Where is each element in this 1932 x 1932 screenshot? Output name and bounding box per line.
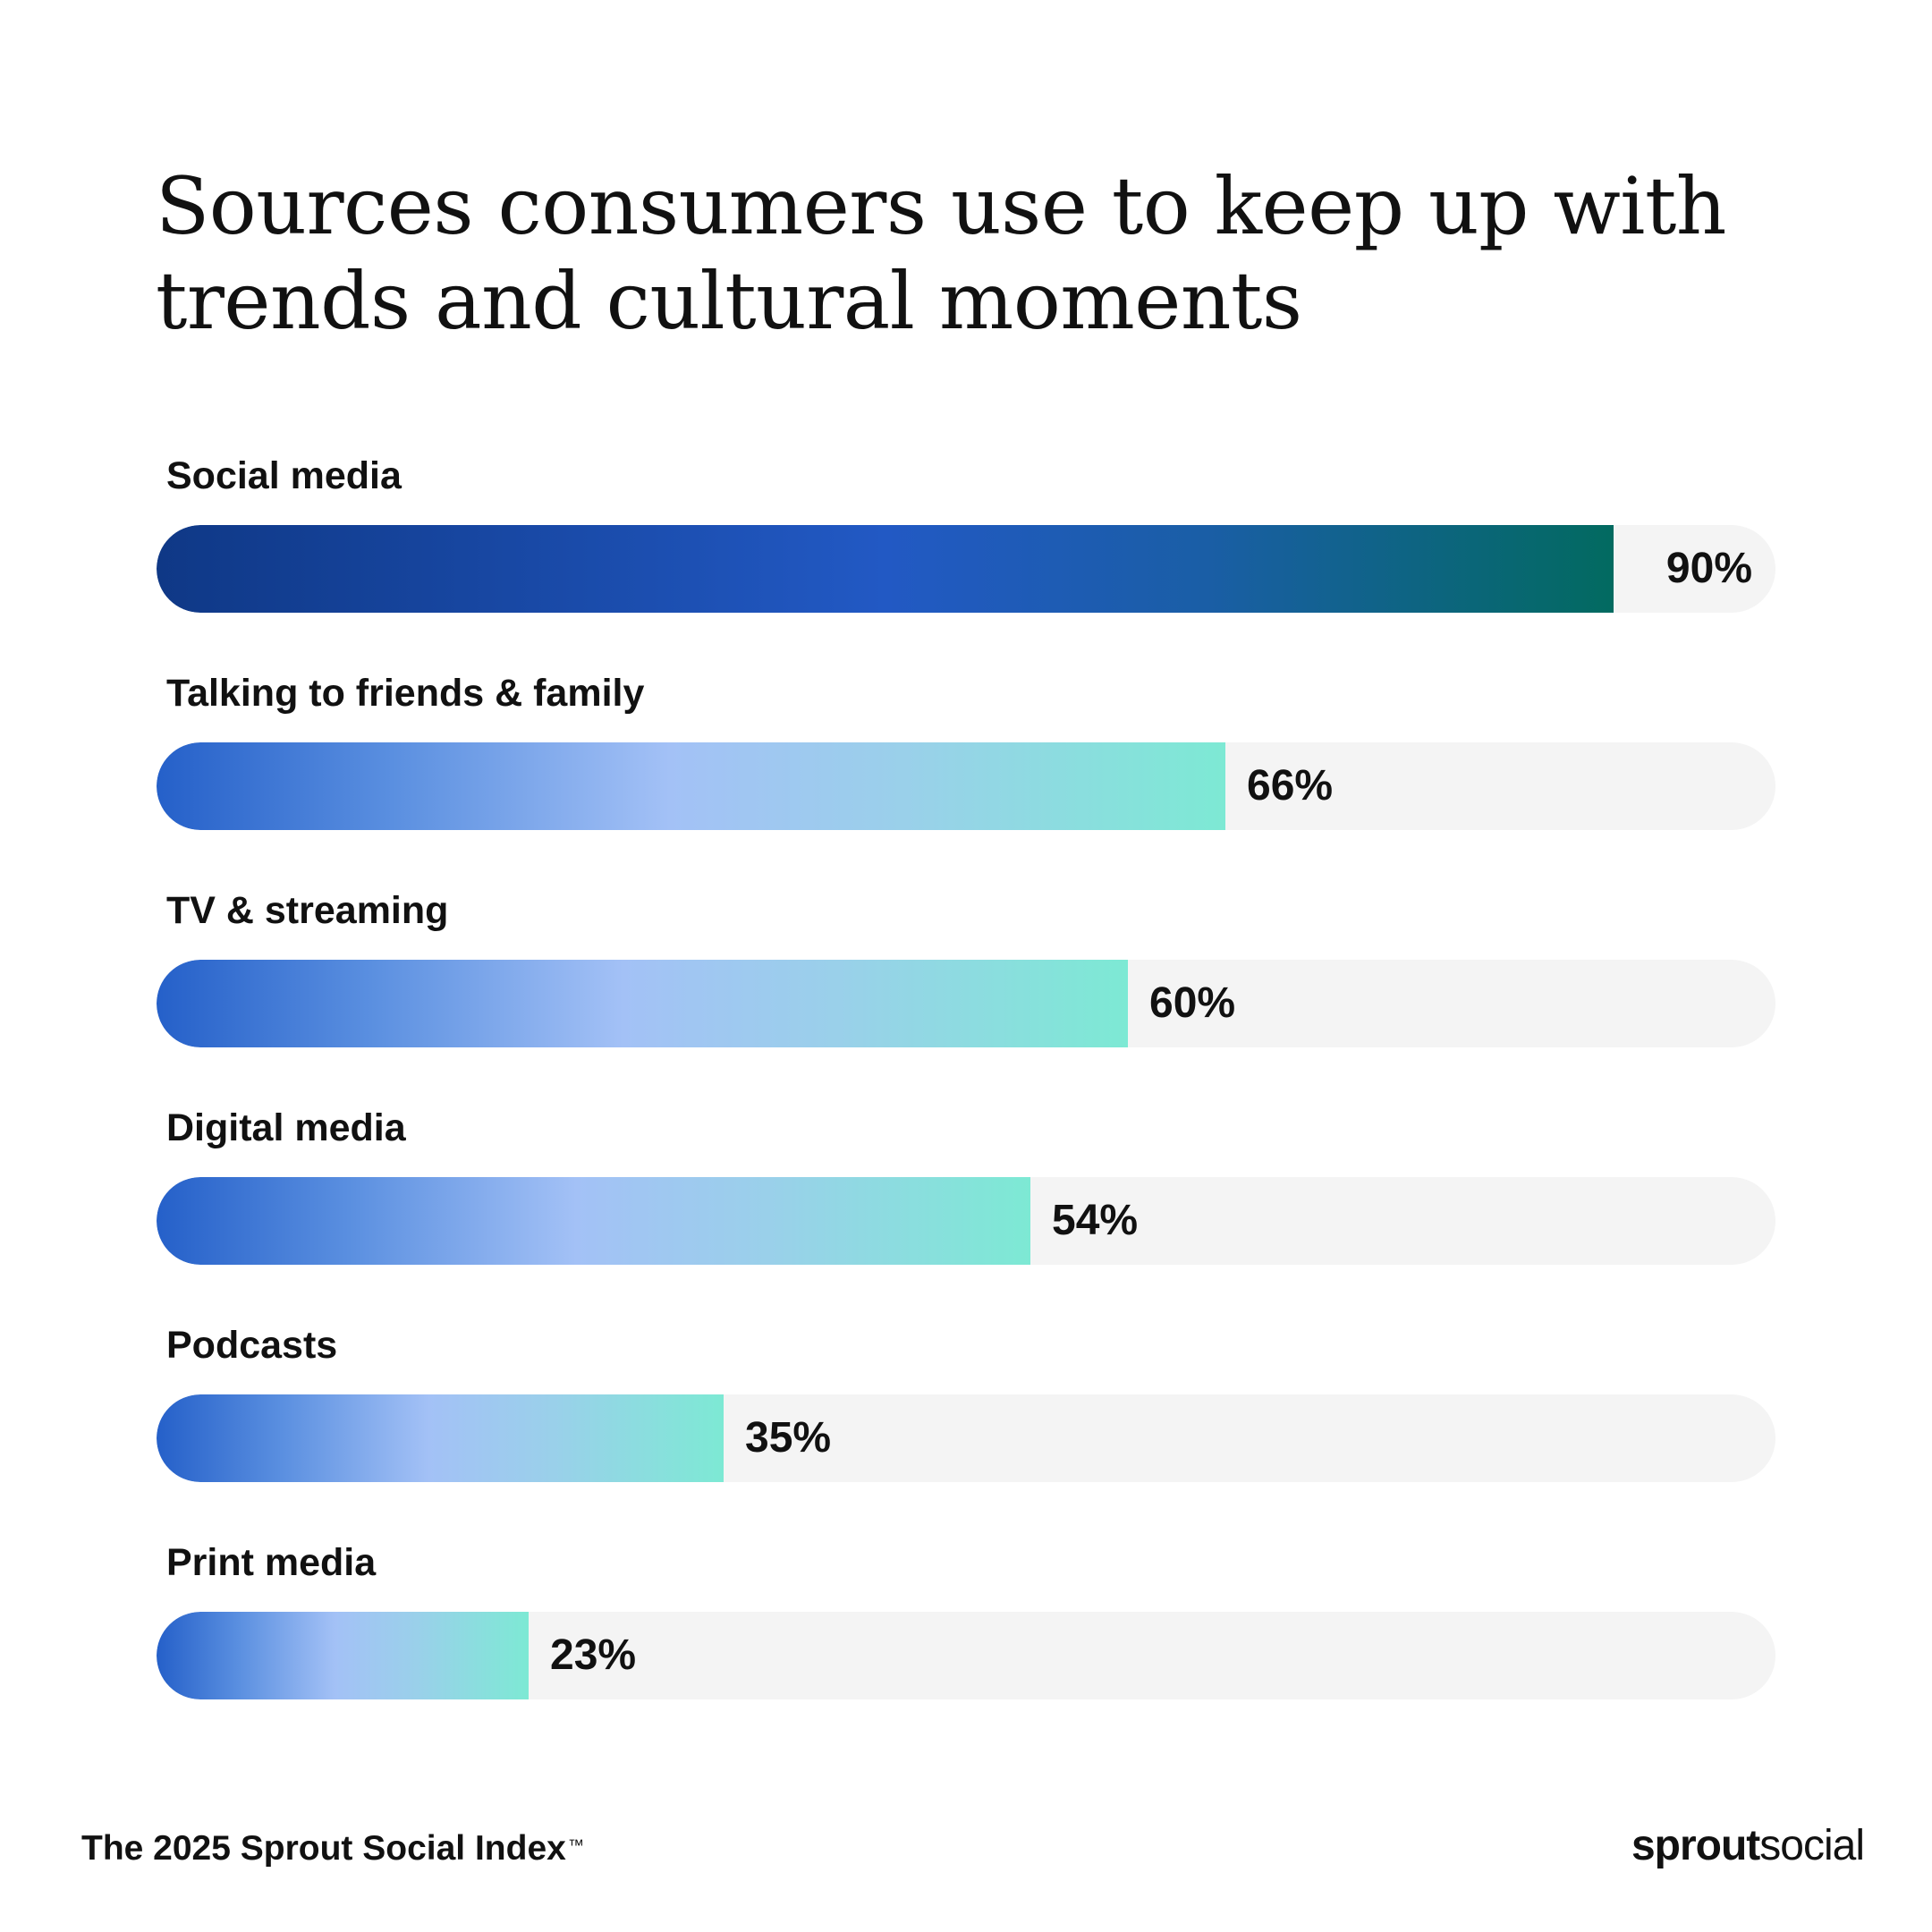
logo-text-sprout: sprout (1631, 1822, 1760, 1869)
source-footer: The 2025 Sprout Social Index ™ (81, 1828, 584, 1869)
bar-track-podcasts: 35% (157, 1394, 1775, 1482)
bar-social-media (157, 525, 1614, 613)
bar-track-print-media: 23% (157, 1612, 1775, 1699)
bar-tv-streaming (157, 960, 1128, 1047)
bar-print-media (157, 1612, 529, 1699)
value-label-podcasts: 35% (745, 1414, 832, 1462)
category-label-podcasts: Podcasts (166, 1324, 338, 1367)
source-text: The 2025 Sprout Social Index (81, 1829, 566, 1868)
bar-track-talking-to-friends-family: 66% (157, 742, 1775, 830)
category-label-social-media: Social media (166, 454, 402, 497)
bar-podcasts (157, 1394, 724, 1482)
sprout-social-logo: sproutsocial (1631, 1821, 1865, 1871)
trademark-symbol: ™ (567, 1836, 584, 1854)
category-label-digital-media: Digital media (166, 1106, 406, 1149)
value-label-tv-streaming: 60% (1149, 979, 1236, 1027)
bar-track-digital-media: 54% (157, 1177, 1775, 1265)
bar-digital-media (157, 1177, 1030, 1265)
value-label-digital-media: 54% (1052, 1197, 1139, 1244)
value-label-talking-to-friends-family: 66% (1247, 762, 1334, 809)
bar-talking-to-friends-family (157, 742, 1225, 830)
category-label-tv-streaming: TV & streaming (166, 889, 449, 932)
chart-title-line-1: Sources consumers use to keep up with (156, 160, 1726, 252)
bar-track-tv-streaming: 60% (157, 960, 1775, 1047)
category-label-talking-to-friends-family: Talking to friends & family (166, 672, 645, 715)
value-label-social-media: 90% (1665, 545, 1752, 592)
chart-title-line-2: trends and cultural moments (156, 255, 1302, 347)
logo-text-social: social (1759, 1822, 1865, 1869)
category-label-print-media: Print media (166, 1541, 377, 1584)
chart-title: Sources consumers use to keep up with tr… (156, 159, 1855, 349)
bar-track-social-media: 90% (157, 525, 1775, 613)
value-label-print-media: 23% (550, 1631, 637, 1679)
